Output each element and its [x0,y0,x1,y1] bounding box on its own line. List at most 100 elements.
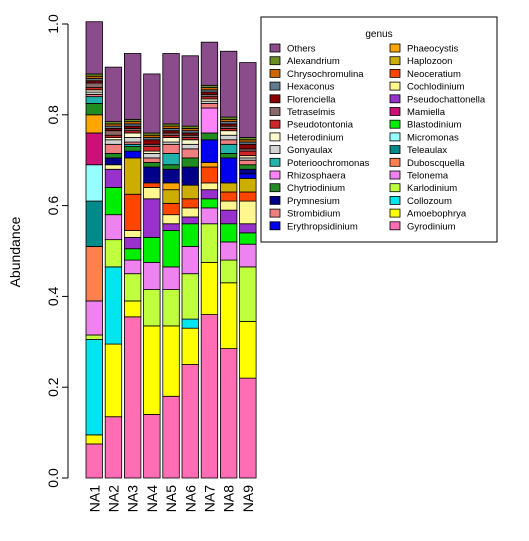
bar-segment-na6-heterodinium [181,139,199,145]
legend-label-micromonas: Micromonas [407,132,459,143]
bar-segment-na6-amoebophrya [181,327,199,365]
legend-label-rhizosphaera: Rhizosphaera [287,171,346,182]
bar-segment-na3-gonyaulax [124,137,142,143]
legend-swatch-pseudochattonella [389,94,401,104]
legend-label-pseudotontonia: Pseudotontonia [287,120,354,131]
legend-swatch-amoebophrya [389,208,401,218]
legend-label-alexandrium: Alexandrium [287,56,340,67]
legend-label-pseudochattonella: Pseudochattonella [407,94,486,105]
bar-segment-na7-rhizosphaera [200,107,219,134]
bar-segment-na1-chytriodinium [85,103,103,116]
bar-segment-na6-cochlodinium [181,207,199,218]
x-tick-label-na1: NA1 [86,485,102,512]
legend-label-cochlodinium: Cochlodinium [407,82,465,93]
bar-segment-na1-teleaulax [85,200,103,247]
bar-segment-na3-telonema [124,259,142,275]
legend-swatch-duboscquella [389,157,401,167]
legend-label-neoceratium: Neoceratium [407,69,461,80]
x-tick-label-na5: NA5 [163,485,179,512]
legend-label-phaeocystis: Phaeocystis [407,44,458,55]
bar-segment-na7-others [200,41,219,86]
bar-segment-na7-cochlodinium [200,182,219,191]
bar-segment-na8-neoceratium [219,191,238,202]
bar-segment-na8-gonyaulax [219,134,238,141]
bar-segment-na6-chytriodinium [181,157,199,168]
legend-swatch-hexaconus [269,81,281,91]
bar-segment-na8-others [219,50,238,118]
y-axis-label: Abundance [7,216,23,287]
bar-segment-na8-haplozoon [219,182,238,193]
bar-segment-na3-gyrodinium [124,316,142,479]
legend-swatch-telonema [389,170,401,180]
bar-segment-na9-strombidium [239,159,257,166]
legend-label-strombidium: Strombidium [287,209,340,220]
bar-segment-na4-blastodinium [143,236,161,263]
bar-segment-na2-pseudochattonella [104,168,123,188]
bar-segment-na6-strombidium [181,148,199,159]
bar-segment-na9-telonema [239,243,257,268]
bar-segment-na4-gonyaulax [143,152,161,159]
bar-segment-na1-amoebophrya [85,434,103,445]
legend-swatch-erythropsidinium [269,221,281,231]
bar-segment-na4-telonema [143,261,161,290]
bar-segment-na6-telonema [181,246,199,275]
bar-segment-na5-telonema [162,266,180,290]
bar-segment-na9-cochlodinium [239,200,257,225]
bar-segment-na1-duboscquella [85,246,103,302]
bar-segment-na7-phaeocystis [200,162,219,168]
bar-segment-na1-telonema [85,300,103,336]
y-tick-label: 0.4 [45,286,61,306]
bar-segment-na7-karlodinium [200,223,219,263]
legend-label-telonema: Telonema [407,171,449,182]
bar-segment-na2-karlodinium [104,239,123,268]
bar-segment-na5-chytriodinium [162,164,180,170]
bar-segment-na9-others [239,62,257,138]
bar-segment-na3-others [124,53,142,120]
bar-segment-na8-heterodinium [219,130,238,136]
x-tick-label-na9: NA9 [240,485,256,512]
bar-segment-na6-prymnesium [181,166,199,186]
bar-segment-na8-gyrodinium [219,348,238,479]
bar-segment-na4-strombidium [143,157,161,163]
legend-label-chrysochromulina: Chrysochromulina [287,69,364,80]
legend-label-tetraselmis: Tetraselmis [287,107,335,118]
y-axis: 0.0 0.2 0.4 0.6 0.8 1.0 [45,14,69,488]
bar-segment-na2-strombidium [104,143,123,154]
bar-segment-na5-cochlodinium [162,214,180,225]
bar-segment-na9-florenciella [239,143,257,150]
bar-segment-na6-blastodinium [181,223,199,247]
legend-label-gyrodinium: Gyrodinium [407,221,456,232]
bar-segment-na8-poterioochromonas [219,143,238,154]
bar-segment-na6-gyrodinium [181,364,199,479]
bar-segment-na1-phaeocystis [85,114,103,134]
bar-segment-na3-haplozoon [124,157,142,195]
x-tick-label-na8: NA8 [221,485,237,512]
bar-segment-na2-prymnesium [104,157,123,166]
bar-segment-na5-haplozoon [162,189,180,204]
bar-segment-na1-micromonas [85,164,103,202]
legend-swatch-prymnesium [269,195,281,205]
bar-segment-na9-blastodinium [239,232,257,245]
bar-segment-na8-strombidium [219,139,238,145]
legend-swatch-others [269,43,281,53]
bar-segment-na5-poterioochromonas [162,152,180,166]
x-tick-label-na2: NA2 [105,485,121,512]
legend-swatch-neoceratium [389,69,401,78]
legend-label-florenciella: Florenciella [287,94,336,105]
bar-segment-na8-telonema [219,241,238,261]
bar-segment-na1-collozoum [85,339,103,436]
legend-label-blastodinium: Blastodinium [407,120,461,131]
bar-segment-na8-karlodinium [219,259,238,284]
bar-segment-na9-pseudochattonella [239,223,257,234]
bar-segment-na8-chytriodinium [219,152,238,159]
bar-segment-na2-blastodinium [104,187,123,216]
y-tick-label: 0.0 [45,468,61,488]
bar-segment-na4-amoebophrya [143,325,161,415]
x-axis-ticks: NA1 NA2 NA3 NA4 NA5 NA6 NA7 NA8 NA9 [86,485,256,512]
legend-label-collozoum: Collozoum [407,196,452,207]
bar-segment-na1-tetraselmis [85,82,103,88]
legend-swatch-blastodinium [389,119,401,129]
bar-segment-na7-blastodinium [200,198,219,209]
